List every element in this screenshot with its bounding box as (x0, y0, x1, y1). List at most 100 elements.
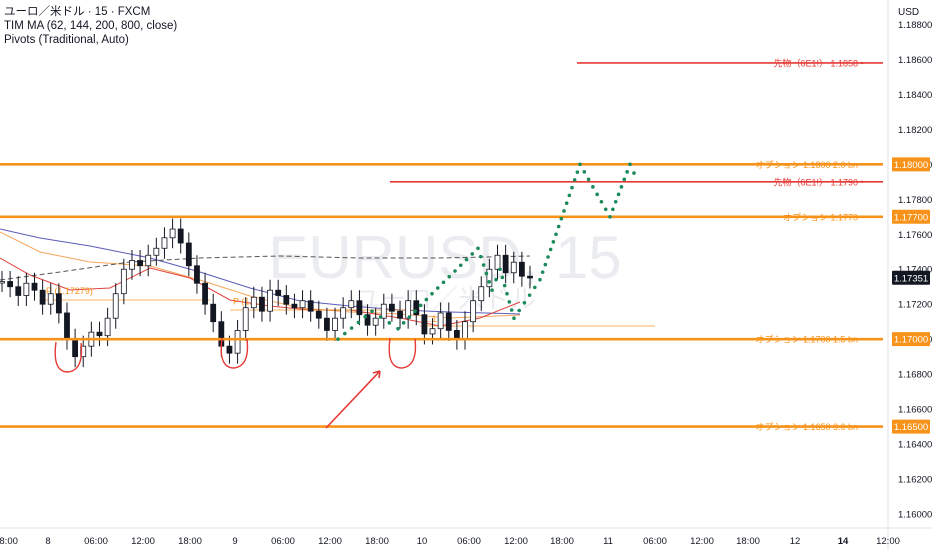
projection-dot (343, 331, 347, 336)
y-tick-label: 1.16200 (898, 475, 932, 486)
projection-dot (616, 192, 621, 197)
candle-body (194, 265, 200, 284)
legend: ユーロ／米ドル · 15 · FXCM TIM MA (62, 144, 200… (4, 5, 177, 47)
x-tick-label: 18:00 (365, 536, 389, 547)
projection-dot (418, 303, 423, 308)
projection-dot (430, 291, 434, 296)
candle-body (64, 312, 70, 340)
indicator-tim-ma[interactable]: TIM MA (62, 144, 200, 800, close) (4, 20, 178, 32)
candle-body (518, 261, 525, 277)
ma-line-62 (0, 255, 531, 281)
candle-body (39, 289, 46, 305)
pivot-label: P (1.17279) (46, 286, 93, 296)
x-tick-label: 06:00 (643, 536, 667, 547)
projection-dot (608, 214, 612, 219)
y-tick-label: 1.18800 (898, 20, 932, 31)
projection-dot (543, 262, 548, 267)
candle-body (120, 268, 127, 295)
candle-body (275, 289, 282, 296)
projection-dot (458, 263, 463, 268)
projection-dot (401, 321, 406, 325)
projection-dot (387, 321, 392, 325)
x-tick-label: 12:00 (690, 536, 714, 547)
projection-dot (578, 162, 582, 167)
candle-body (55, 293, 62, 314)
symbol-title[interactable]: ユーロ／米ドル · 15 · FXCM (4, 6, 151, 18)
projection-dot (572, 178, 577, 182)
projection-dot (538, 277, 542, 282)
projection-dot (500, 275, 505, 280)
candle-body (478, 286, 485, 302)
candle-body (145, 254, 152, 267)
highlight-circle-1 (54, 341, 83, 373)
candle-body (462, 321, 468, 340)
candle-body (364, 314, 371, 326)
projection-dot (533, 285, 537, 290)
candle-body (23, 282, 30, 296)
candle-body (445, 312, 452, 331)
y-tick-label: 1.17200 (898, 300, 932, 311)
price-tag-label: 1.16500 (894, 422, 928, 433)
candle-body (226, 345, 233, 354)
projection-dot (407, 315, 412, 319)
candle-body (299, 300, 306, 309)
projection-dot (498, 267, 502, 272)
projection-dot (625, 170, 629, 174)
candle-body (185, 242, 192, 267)
x-tick-label: 18:00 (550, 536, 574, 547)
candle-body (527, 275, 533, 279)
candle-body (283, 295, 290, 305)
current-price-tag (892, 270, 930, 285)
x-tick-label: 06:00 (457, 536, 481, 547)
candle-body (7, 281, 14, 288)
x-tick-label: 18:00 (178, 536, 202, 547)
projection-dot (619, 185, 624, 189)
x-tick-label: 18:00 (736, 536, 760, 547)
projection-dot (564, 201, 569, 205)
candle-body (453, 330, 460, 340)
futures-level-label: 先物（6E1!） 1.1790 (773, 176, 858, 187)
price-tag-label: 1.18000 (894, 160, 928, 171)
projection-dot (494, 277, 498, 282)
projection-dot (622, 177, 627, 182)
price-tag (892, 209, 930, 224)
y-tick-label: 1.17600 (898, 230, 932, 241)
x-tick-label: 11 (603, 536, 613, 547)
projection-dot (559, 216, 564, 221)
x-tick-label: 12:00 (318, 536, 342, 547)
projection-dot (487, 280, 492, 284)
candle-body (340, 307, 347, 319)
ma-line-144 (0, 257, 521, 327)
y-tick-label: 1.16600 (898, 405, 932, 416)
x-tick-label: 12 (790, 536, 801, 547)
projection-dot (336, 337, 340, 341)
candle-body (72, 338, 79, 358)
price-tag (892, 332, 930, 347)
candle-body (348, 300, 355, 309)
projection-dot (441, 280, 446, 285)
projection-dot (556, 224, 561, 229)
y-tick-label: 1.18400 (898, 90, 932, 101)
projection-dot (484, 271, 489, 276)
candle-body (259, 296, 265, 312)
projection-dot (567, 193, 572, 198)
projection-dot (435, 286, 440, 290)
projection-dot (548, 247, 553, 252)
candle-body (234, 330, 241, 354)
projection-dot (356, 320, 361, 325)
indicator-pivots[interactable]: Pivots (Traditional, Auto) (4, 34, 129, 46)
y-tick-label: 1.17800 (898, 195, 932, 206)
projection-dot (363, 315, 368, 319)
candle-body (494, 254, 501, 270)
projection-dot (424, 297, 429, 302)
projection-dot (349, 326, 354, 330)
projection-dot (481, 263, 486, 267)
candle-body (372, 317, 379, 326)
projection-dot (527, 293, 532, 297)
projection-dot (582, 170, 587, 174)
projection-dot (554, 232, 558, 237)
x-tick-label: 9 (232, 536, 237, 547)
x-tick-label: 12:00 (504, 536, 528, 547)
